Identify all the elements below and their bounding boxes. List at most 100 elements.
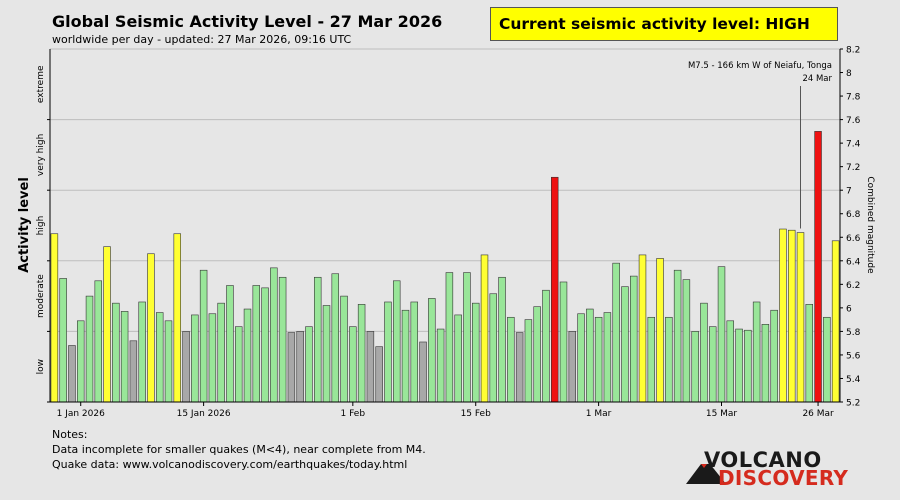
x-tick-label: 15 Feb [461, 409, 492, 419]
bar-day-80 [744, 329, 752, 403]
bar-day-56 [533, 306, 541, 403]
bar-day-20 [217, 302, 225, 403]
bar-day-10 [129, 340, 138, 403]
chart-title: Global Seismic Activity Level - 27 Mar 2… [52, 12, 443, 31]
x-tick-label: 15 Mar [706, 409, 738, 419]
bar-day-57 [542, 289, 550, 403]
logo-text-discovery: DISCOVERY [718, 466, 849, 490]
bar-day-66 [621, 286, 629, 403]
bar-day-75 [700, 302, 708, 403]
magnitude-tick-label: 7.2 [846, 163, 860, 173]
chart-subtitle: worldwide per day - updated: 27 Mar 2026… [52, 33, 352, 46]
bar-day-41 [401, 309, 410, 403]
bar-day-24 [252, 285, 261, 403]
bar-day-42 [410, 301, 419, 403]
bar-day-46 [445, 272, 454, 403]
bar-day-43 [419, 341, 427, 403]
bar-day-34 [340, 295, 348, 403]
bar-day-11 [138, 301, 146, 403]
magnitude-tick-label: 5.8 [846, 328, 861, 338]
magnitude-tick-label: 8.2 [846, 46, 860, 56]
volcanodiscovery-logo: VOLCANO DISCOVERY [686, 448, 856, 490]
bar-day-22 [235, 326, 243, 403]
bar-day-70 [656, 258, 664, 403]
x-tick-label: 1 Jan 2026 [57, 409, 105, 419]
bar-day-51 [489, 293, 498, 403]
bar-day-48 [463, 272, 471, 403]
bar-day-36 [357, 304, 366, 403]
bar-day-13 [156, 312, 164, 403]
bar-day-59 [559, 281, 568, 403]
bar-day-9 [120, 311, 129, 403]
bar-day-88 [814, 131, 822, 403]
bar-day-87 [805, 304, 813, 403]
plot-area [50, 49, 840, 402]
annotation-date: 24 Mar [802, 74, 832, 84]
bar-day-68 [638, 254, 647, 403]
magnitude-tick-label: 5.6 [846, 351, 861, 361]
bar-day-52 [498, 276, 506, 403]
bar-day-50 [480, 254, 489, 403]
current-level-badge: Current seismic activity level: HIGH [490, 7, 838, 41]
bar-day-40 [392, 280, 401, 403]
bar-day-18 [199, 269, 208, 403]
bar-day-63 [594, 316, 603, 403]
bar-day-6 [94, 280, 102, 403]
magnitude-tick-label: 6.6 [846, 234, 861, 244]
bar-day-58 [550, 176, 559, 403]
magnitude-tick-label: 7.4 [846, 140, 861, 150]
bar-day-69 [647, 316, 655, 403]
bar-day-90 [831, 240, 840, 403]
volcano-icon [686, 464, 726, 484]
magnitude-tick-label: 7.6 [846, 116, 861, 126]
bar-day-28 [287, 332, 296, 403]
bar-day-39 [384, 301, 392, 403]
bar-day-21 [226, 285, 234, 403]
bar-day-38 [375, 346, 383, 403]
bar-day-77 [717, 266, 726, 403]
magnitude-tick-label: 6.2 [846, 281, 860, 291]
bar-day-84 [779, 228, 787, 403]
bar-day-5 [85, 295, 94, 403]
bar-day-32 [322, 305, 331, 403]
bar-day-62 [586, 308, 594, 403]
bar-day-25 [261, 287, 269, 403]
bar-day-7 [103, 246, 111, 403]
bar-day-73 [682, 279, 691, 403]
bar-day-1 [50, 233, 59, 403]
bar-day-64 [603, 312, 612, 403]
magnitude-tick-label: 5.2 [846, 399, 860, 409]
bar-day-35 [349, 326, 357, 403]
bar-day-15 [173, 233, 182, 403]
bar-day-8 [112, 302, 120, 403]
bar-day-53 [507, 316, 515, 403]
magnitude-tick-label: 6 [846, 304, 852, 314]
bar-day-49 [471, 302, 480, 403]
notes-line-data-completeness: Data incomplete for smaller quakes (M<4)… [52, 443, 426, 456]
magnitude-tick-label: 8 [846, 69, 852, 79]
bar-day-33 [331, 273, 340, 403]
y-axis-title: Activity level [17, 177, 32, 273]
y2-axis-title: Combined magnitude [865, 176, 875, 274]
magnitude-tick-label: 6.4 [846, 257, 861, 267]
bar-day-71 [665, 316, 673, 403]
seismic-activity-chart: low moderate high very high extreme Activity … [17, 46, 875, 420]
bar-day-27 [278, 276, 287, 403]
bar-day-2 [59, 278, 67, 403]
magnitude-tick-label: 5.4 [846, 375, 861, 385]
bar-day-14 [164, 320, 173, 403]
level-label-low: low [36, 359, 46, 374]
bar-day-67 [629, 275, 638, 403]
bar-day-16 [182, 331, 190, 403]
level-label-very-high: very high [36, 134, 46, 176]
bar-day-31 [313, 276, 322, 403]
bar-day-85 [787, 229, 796, 403]
bar-day-29 [296, 331, 304, 403]
magnitude-tick-label: 7 [846, 187, 852, 197]
bar-day-81 [752, 301, 761, 403]
bar-day-83 [770, 309, 778, 403]
magnitude-tick-label: 7.8 [846, 93, 861, 103]
bar-day-54 [515, 332, 524, 403]
bar-day-45 [436, 328, 445, 403]
bar-day-61 [577, 313, 585, 403]
